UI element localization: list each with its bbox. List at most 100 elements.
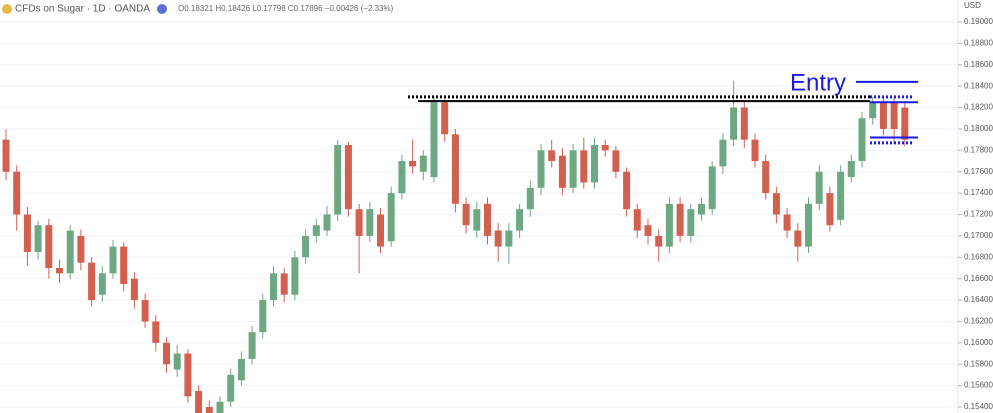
candle-body [794, 230, 802, 247]
candle-body [409, 161, 417, 167]
candle-body [216, 401, 224, 413]
candle-body [227, 374, 235, 402]
candle-body [601, 145, 609, 151]
candle-body [580, 150, 588, 183]
currency[interactable]: USD [964, 1, 981, 10]
candle-body [462, 203, 470, 226]
candle-body [762, 161, 770, 194]
candle-body [858, 118, 866, 162]
y-tick-label: 0.19000 [964, 17, 993, 26]
candle-body [109, 246, 117, 274]
candle-body [120, 246, 128, 285]
candle-body [730, 107, 738, 140]
chart-title: CFDs on Sugar · 1D · OANDA [15, 4, 150, 15]
candle-body [526, 187, 534, 210]
y-tick-label: 0.17800 [964, 145, 993, 154]
candle-body [98, 273, 106, 295]
y-tick-label: 0.17000 [964, 231, 993, 240]
candle-body [633, 209, 641, 231]
candle-body [270, 273, 277, 301]
y-tick-label: 0.18000 [964, 124, 993, 133]
y-tick-label: 0.16600 [964, 274, 993, 283]
y-tick-label: 0.18400 [964, 81, 993, 90]
candle-body [505, 230, 513, 247]
candle-body [344, 145, 352, 210]
candle-body [302, 235, 310, 258]
candle-body [591, 145, 598, 183]
candle-body [88, 262, 96, 301]
candle-body [77, 235, 85, 263]
symbol-icon [2, 4, 12, 14]
y-tick-label: 0.15800 [964, 359, 993, 368]
candle-body [548, 150, 556, 162]
candle-body [815, 171, 823, 204]
candle-body [772, 193, 780, 215]
candle-body [847, 161, 855, 178]
candle-body [537, 150, 545, 188]
y-tick-label: 0.18800 [964, 39, 993, 48]
candle-body [708, 166, 716, 210]
candle-body [34, 225, 42, 252]
y-tick-label: 0.17600 [964, 167, 993, 176]
candle-body [195, 390, 203, 413]
candle-body [698, 203, 705, 215]
candle-body [869, 102, 877, 119]
y-tick-label: 0.18600 [964, 60, 993, 69]
candle-body [141, 300, 149, 322]
status-icon[interactable] [157, 4, 167, 14]
candle-body [623, 171, 631, 210]
candle-body [901, 107, 909, 140]
candle-body [2, 139, 10, 172]
candle-body [740, 107, 748, 140]
annotation: Entry [790, 69, 846, 96]
candle-body [655, 235, 663, 247]
y-tick-label: 0.16000 [964, 338, 993, 347]
candle-body [484, 203, 491, 236]
candle-body [826, 193, 834, 226]
candle-body [665, 203, 673, 247]
candle-body [644, 225, 652, 236]
candle-body [130, 278, 138, 301]
candle-body [398, 161, 406, 194]
candle-body [205, 407, 213, 413]
candle-body [323, 214, 331, 231]
candle-body [377, 214, 384, 247]
candle-body [334, 145, 342, 215]
candle-body [516, 209, 524, 231]
candle-body [751, 139, 759, 162]
ohlc-header: O0.18321 H0.18426 L0.17798 C0.17896 −0.0… [178, 4, 394, 13]
candle-body [45, 225, 53, 268]
candle-body [66, 230, 74, 274]
y-tick-label: 0.16800 [964, 252, 993, 261]
candle-body [23, 214, 31, 252]
candle-body [783, 214, 791, 231]
candle-body [473, 209, 481, 231]
y-tick-label: 0.16400 [964, 295, 993, 304]
candle-body [612, 150, 620, 172]
candle-body [237, 358, 245, 381]
candle-body [441, 102, 449, 135]
candle-body [163, 342, 170, 365]
candle-body [451, 134, 459, 204]
candle-body [387, 193, 395, 242]
candle-body [558, 155, 566, 188]
y-tick-label: 0.15600 [964, 381, 993, 390]
candle-body [890, 102, 898, 129]
candle-body [280, 273, 288, 295]
candle-body [355, 209, 363, 236]
candle-body [837, 171, 845, 220]
candle-body [312, 225, 320, 236]
y-tick-label: 0.15400 [964, 402, 993, 411]
candle-body [687, 209, 695, 236]
candle-body [805, 203, 812, 247]
candle-body [879, 102, 887, 129]
candle-body [13, 171, 21, 215]
candle-body [152, 321, 160, 343]
candle-body [248, 332, 256, 359]
candle-body [569, 150, 577, 188]
candle-body [259, 300, 267, 333]
candle-body [676, 203, 684, 236]
y-tick-label: 0.18200 [964, 103, 993, 112]
candle-body [173, 353, 181, 370]
